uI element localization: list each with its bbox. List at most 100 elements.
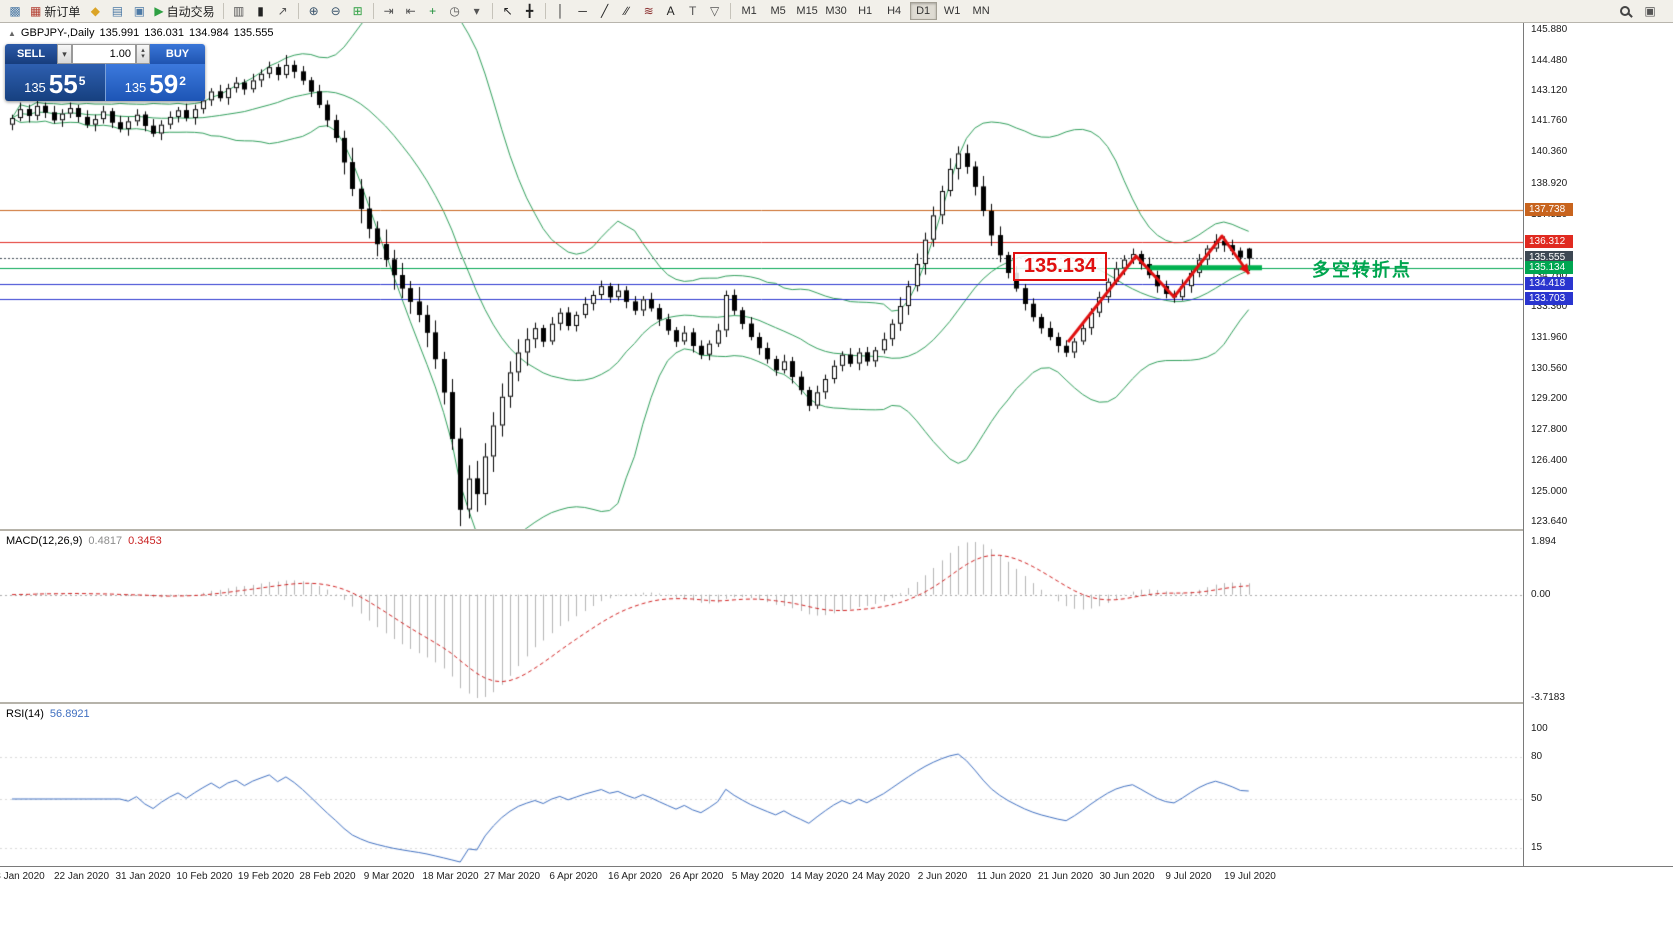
templates-icon: ▾: [473, 4, 480, 18]
timeframe-m1[interactable]: M1: [741, 5, 757, 17]
volume-stepper[interactable]: ▴ ▾: [136, 44, 150, 64]
data-window-button[interactable]: ▣: [128, 1, 150, 21]
macd-value-signal: 0.3453: [128, 535, 162, 547]
price-chart-canvas[interactable]: [0, 23, 1523, 529]
rsi-panel-canvas[interactable]: [0, 704, 1523, 866]
toolbar-separator: [372, 3, 374, 19]
chevron-down-icon: ▾: [62, 48, 67, 59]
turning-point-annotation[interactable]: 多空转折点: [1312, 260, 1412, 281]
timeframe-d1[interactable]: D1: [909, 2, 937, 20]
text-button[interactable]: A: [660, 1, 682, 21]
panel-separator[interactable]: [0, 702, 1673, 704]
metaeditor-button[interactable]: ◆: [84, 1, 106, 21]
fibonacci-icon: ≋: [643, 4, 654, 18]
buy-price[interactable]: 135 59 2: [105, 64, 205, 101]
sell-button[interactable]: SELL: [5, 44, 57, 64]
rsi-value: 56.8921: [49, 708, 90, 720]
toolbar-separator: [491, 3, 493, 19]
channel-button[interactable]: ∕∕: [616, 1, 638, 21]
panel-separator[interactable]: [0, 529, 1673, 531]
buy-button[interactable]: BUY: [150, 44, 205, 64]
macd-panel-canvas[interactable]: [0, 531, 1523, 702]
timeframe-w1[interactable]: W1: [943, 5, 961, 17]
periods-icon: ◷: [449, 4, 460, 18]
templates-button[interactable]: ▾: [466, 1, 488, 21]
price-badge: 135.134: [1525, 260, 1573, 274]
collapse-icon[interactable]: ▲: [8, 28, 16, 38]
date-label: 9 Jul 2020: [1165, 871, 1212, 882]
crosshair-button[interactable]: ╋: [519, 1, 541, 21]
time-axis[interactable]: 3 Jan 2020 22 Jan 2020 31 Jan 2020 10 Feb 2…: [0, 866, 1673, 888]
timeframe-m15[interactable]: M15: [796, 5, 818, 17]
date-label: 22 Jan 2020: [53, 871, 110, 882]
toolbar-separator: [297, 3, 299, 19]
horizontal-line-button[interactable]: ─: [572, 1, 594, 21]
metaeditor-icon: ◆: [90, 4, 100, 18]
date-label: 3 Jan 2020: [0, 871, 45, 882]
price-scale-label: 141.760: [1531, 115, 1568, 127]
volume-input[interactable]: [72, 44, 136, 64]
autotrading-button-label: 自动交易: [166, 4, 215, 19]
sell-price[interactable]: 135 55 5: [5, 64, 106, 101]
timeframe-m30[interactable]: M30: [825, 5, 847, 17]
cursor-button[interactable]: ↖: [497, 1, 519, 21]
new-order-button[interactable]: ▦ 新订单: [26, 1, 84, 21]
volume-dropdown-button[interactable]: ▾: [57, 44, 72, 64]
autotrading-button[interactable]: ▶ 自动交易: [150, 1, 218, 21]
timeframe-m5[interactable]: M5: [770, 5, 786, 17]
price-scale-label: 131.960: [1531, 331, 1568, 343]
date-label: 9 Mar 2020: [363, 871, 415, 882]
zoom-out-button[interactable]: ⊖: [325, 1, 347, 21]
vertical-line-button[interactable]: │: [550, 1, 572, 21]
data-window-icon: ▣: [133, 4, 146, 18]
market-watch-icon: ▤: [111, 4, 124, 18]
toolbar-right: ▣: [1614, 0, 1669, 22]
auto-scroll-button[interactable]: ⇥: [378, 1, 400, 21]
indicators-button[interactable]: +: [422, 1, 444, 21]
macd-scale-label: 1.894: [1531, 536, 1557, 547]
date-label: 24 May 2020: [852, 871, 910, 882]
candlestick-chart-button[interactable]: ▮: [250, 1, 272, 21]
spin-up-icon: ▴: [141, 47, 145, 54]
sell-price-point: 5: [78, 74, 86, 88]
bar-chart-button[interactable]: ▥: [228, 1, 250, 21]
market-watch-button[interactable]: ▤: [106, 1, 128, 21]
tile-windows-button[interactable]: ⊞: [347, 1, 369, 21]
toolbar-separator: [222, 3, 224, 19]
date-label: 5 May 2020: [731, 871, 785, 882]
line-chart-icon: ↗: [277, 4, 288, 18]
label-button[interactable]: T: [682, 1, 704, 21]
trendline-button[interactable]: ╱: [594, 1, 616, 21]
date-label: 30 Jun 2020: [1099, 871, 1155, 882]
price-annotation-box[interactable]: 135.134: [1013, 252, 1107, 281]
new-chart-button[interactable]: ▩: [4, 1, 26, 21]
price-scale-label: 125.000: [1531, 485, 1568, 497]
channel-icon: ∕∕: [624, 4, 629, 18]
price-scale[interactable]: 145.880 144.480 143.120 141.760 140.360 138.9…: [1523, 23, 1673, 866]
timeframe-h4[interactable]: H4: [887, 5, 902, 17]
timeframe-mn[interactable]: MN: [972, 5, 990, 17]
buy-price-big-figure: 135: [124, 80, 147, 95]
zoom-in-icon: ⊕: [308, 4, 319, 18]
layout-button[interactable]: ▣: [1639, 1, 1661, 21]
macd-title: MACD(12,26,9): [6, 535, 83, 547]
search-button[interactable]: [1614, 1, 1636, 21]
rsi-header: RSI(14) 56.8921: [6, 708, 90, 720]
price-scale-label: 127.800: [1531, 423, 1568, 435]
price-scale-label: 134.760: [1531, 269, 1568, 281]
price-scale-label: 145.880: [1531, 24, 1568, 35]
periods-button[interactable]: ◷: [444, 1, 466, 21]
zoom-in-button[interactable]: ⊕: [303, 1, 325, 21]
date-label: 19 Jul 2020: [1224, 871, 1276, 882]
auto-scroll-icon: ⇥: [383, 4, 394, 18]
symbol-title: GBPJPY-,Daily: [20, 27, 95, 39]
fibonacci-button[interactable]: ≋: [638, 1, 660, 21]
chart-shift-button[interactable]: ⇤: [400, 1, 422, 21]
new-order-icon: ▦: [30, 4, 42, 18]
line-chart-button[interactable]: ↗: [272, 1, 294, 21]
ohlc-low: 134.984: [189, 27, 229, 39]
price-scale-label: 130.560: [1531, 362, 1568, 374]
timeframe-h1[interactable]: H1: [858, 5, 873, 17]
toolbar-separator: [544, 3, 546, 19]
shapes-button[interactable]: ▽: [704, 1, 726, 21]
